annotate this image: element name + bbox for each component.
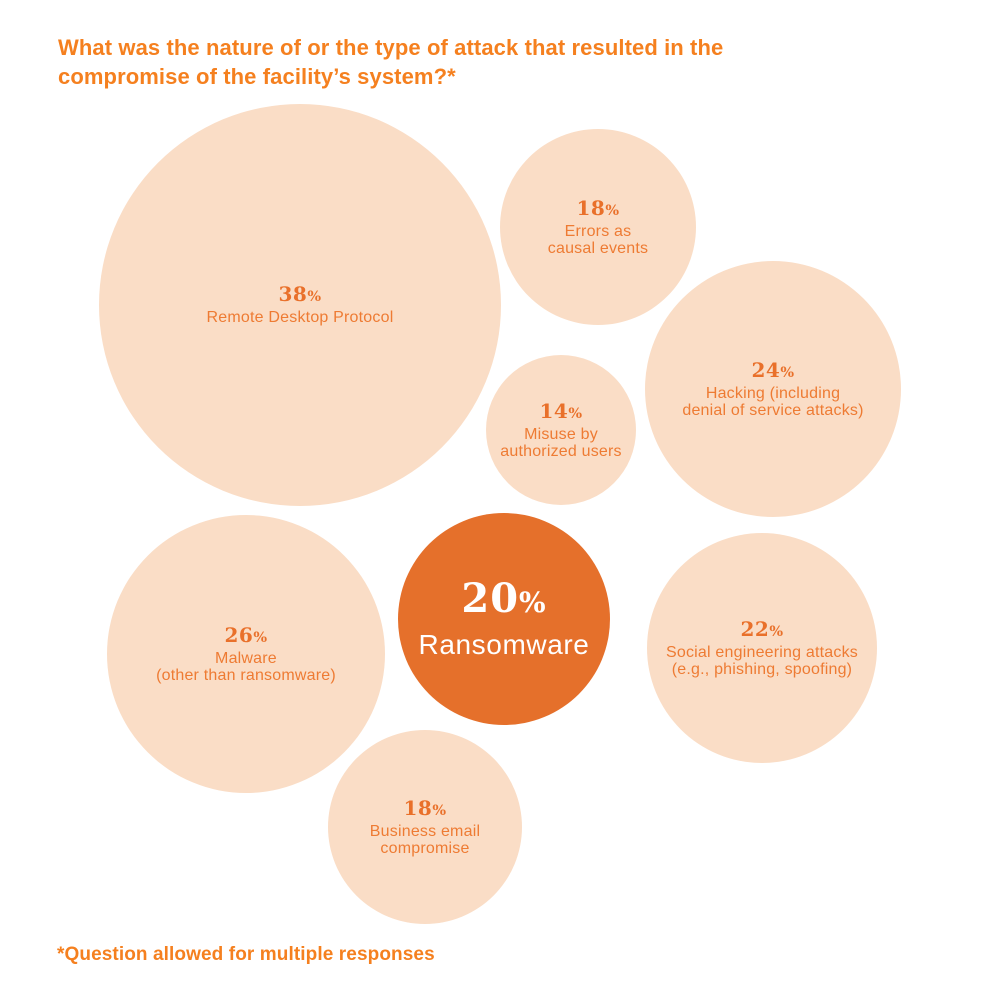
bubble-value-number: 14 [539, 399, 569, 423]
bubble-social-engineering-attacks: 22% Social engineering attacks (e.g., ph… [647, 533, 877, 763]
percent-sign: % [605, 202, 620, 219]
bubble-label: Social engineering attacks (e.g., phishi… [666, 644, 858, 678]
bubble-label-line: Remote Desktop Protocol [206, 309, 394, 327]
percent-sign: % [432, 802, 447, 819]
bubble-label-line: compromise [380, 839, 470, 857]
bubble-value: 26% [224, 624, 267, 649]
bubble-label: Malware (other than ransomware) [156, 650, 336, 684]
bubble-value: 24% [751, 359, 794, 384]
bubble-label-line: Errors as [564, 223, 632, 240]
bubble-value: 18% [403, 797, 446, 822]
bubble-label-line: Ransomware [418, 629, 590, 660]
bubble-label: Business email compromise [369, 823, 481, 857]
bubble-malware: 26% Malware (other than ransomware) [107, 515, 385, 793]
bubble-label-line: (other than ransomware) [156, 666, 336, 684]
bubble-label-line: denial of service attacks) [682, 401, 864, 419]
bubble-value: 18% [576, 197, 619, 222]
bubble-label: Ransomware [419, 630, 590, 660]
bubble-label-line: Business email [369, 823, 481, 840]
chart-footnote: *Question allowed for multiple responses [57, 944, 435, 965]
bubble-value: 14% [539, 400, 582, 425]
percent-sign: % [568, 405, 583, 422]
percent-sign: % [769, 623, 784, 640]
bubble-value-number: 22 [740, 617, 770, 641]
bubble-label-line: causal events [547, 239, 649, 257]
bubble-value-number: 38 [278, 282, 308, 307]
bubble-label-line: authorized users [500, 442, 622, 460]
percent-sign: % [307, 288, 322, 306]
bubble-remote-desktop-protocol: 38% Remote Desktop Protocol [99, 104, 501, 506]
bubble-label-line: (e.g., phishing, spoofing) [671, 660, 853, 678]
bubble-label: Misuse by authorized users [500, 426, 622, 460]
bubble-value-number: 26 [224, 623, 254, 647]
bubble-value: 38% [278, 283, 321, 308]
chart-title: What was the nature of or the type of at… [58, 33, 723, 91]
bubble-value-number: 24 [751, 358, 781, 382]
percent-sign: % [780, 364, 795, 381]
bubble-label-line: Social engineering attacks [666, 644, 858, 661]
bubble-hacking: 24% Hacking (including denial of service… [645, 261, 901, 517]
bubble-value: 20% [461, 578, 546, 624]
bubble-value-number: 18 [576, 196, 606, 220]
bubble-label: Remote Desktop Protocol [207, 310, 394, 327]
bubble-value-number: 18 [403, 796, 433, 820]
bubble-label-line: Misuse by [524, 426, 598, 443]
bubble-label: Hacking (including denial of service att… [682, 385, 864, 419]
bubble-label-line: Malware [215, 650, 277, 667]
chart-title-line-1: What was the nature of or the type of at… [58, 35, 724, 60]
bubble-errors-as-causal-events: 18% Errors as causal events [500, 129, 696, 325]
bubble-value-number: 20 [461, 575, 520, 622]
bubble-business-email-compromise: 18% Business email compromise [328, 730, 522, 924]
bubble-label: Errors as causal events [547, 223, 649, 257]
bubble-value: 22% [740, 618, 783, 643]
chart-title-line-2: compromise of the facility’s system?* [58, 64, 456, 89]
percent-sign: % [253, 629, 268, 646]
bubble-ransomware: 20% Ransomware [398, 513, 610, 725]
bubble-misuse-by-authorized-users: 14% Misuse by authorized users [486, 355, 636, 505]
bubble-label-line: Hacking (including [705, 385, 841, 402]
percent-sign: % [519, 586, 547, 619]
